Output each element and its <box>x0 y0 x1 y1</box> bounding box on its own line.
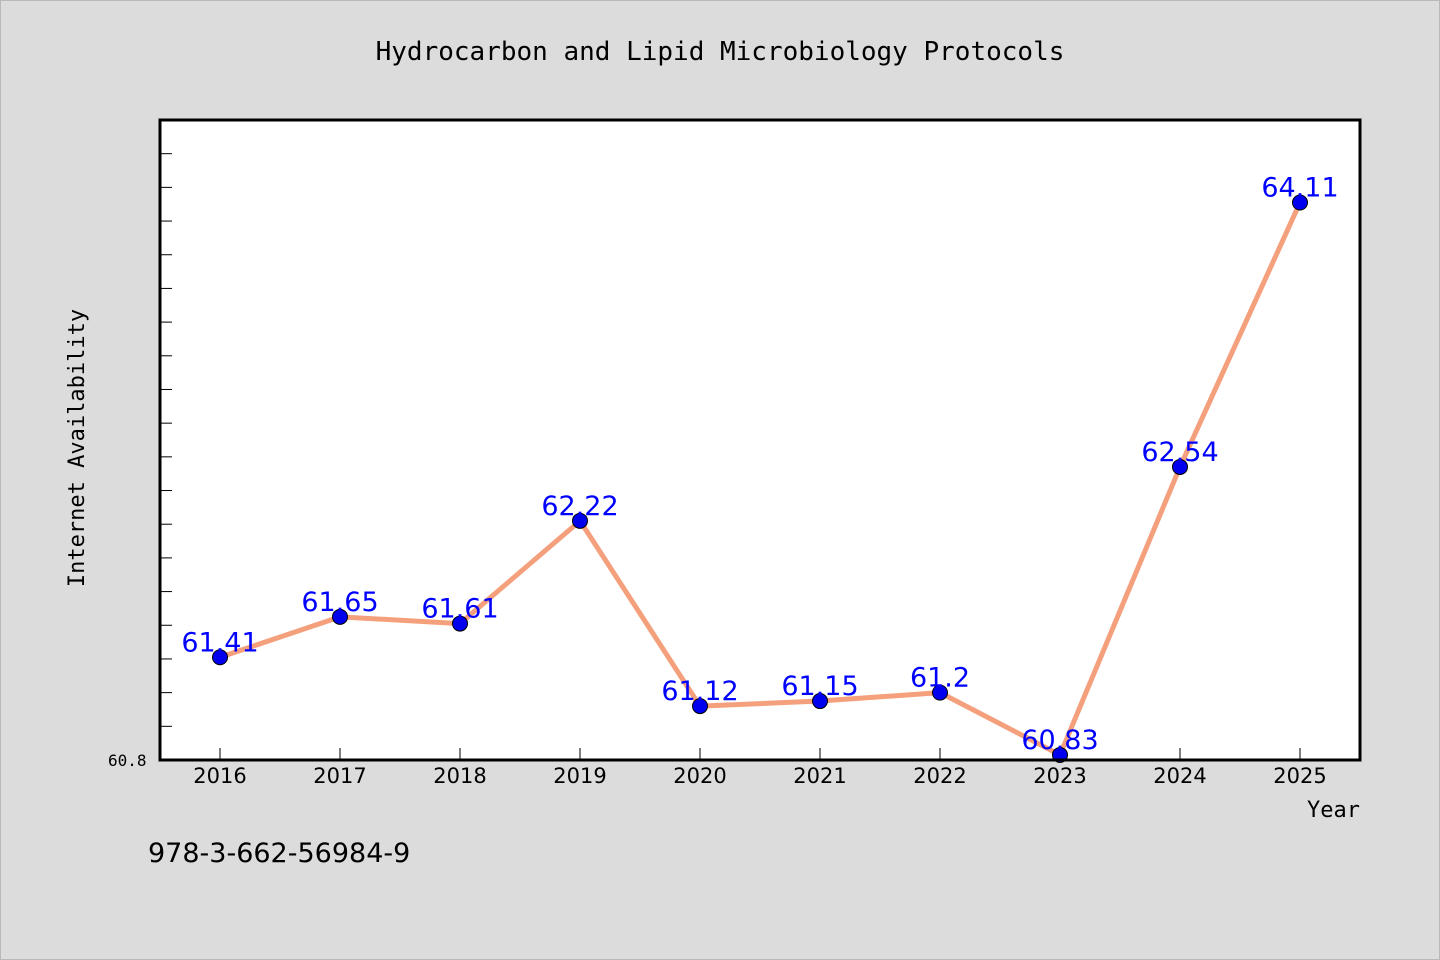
data-point <box>932 684 948 701</box>
data-point <box>452 615 468 632</box>
data-point <box>212 649 228 666</box>
data-label: 62.22 <box>541 491 618 522</box>
x-tick-label: 2016 <box>193 764 246 788</box>
x-tick-label: 2023 <box>1033 764 1086 788</box>
y-tick-label: 60.8 <box>108 751 147 770</box>
chart-title: Hydrocarbon and Lipid Microbiology Proto… <box>376 37 1065 67</box>
data-label: 62.54 <box>1141 437 1218 468</box>
data-point <box>1172 458 1188 475</box>
x-tick-label: 2019 <box>553 764 606 788</box>
x-tick-label: 2024 <box>1153 764 1206 788</box>
data-label: 61.61 <box>421 594 498 625</box>
x-tick-label: 2022 <box>913 764 966 788</box>
x-tick-label: 2021 <box>793 764 846 788</box>
x-tick-label: 2025 <box>1273 764 1326 788</box>
data-point <box>1292 194 1308 211</box>
x-tick-label: 2017 <box>313 764 366 788</box>
x-tick-label: 2020 <box>673 764 726 788</box>
data-labels: 61.41 61.65 61.61 62.22 61.12 61.15 61.2 60.83 6… <box>181 173 1338 756</box>
plot-frame <box>158 118 1362 762</box>
data-point <box>812 693 828 710</box>
data-label: 61.12 <box>661 676 738 707</box>
isbn-footer: 978-3-662-56984-9 <box>148 838 410 869</box>
data-point <box>692 698 708 715</box>
data-label: 61.65 <box>301 587 378 618</box>
plot-area <box>160 120 1360 760</box>
series-markers <box>212 194 1308 763</box>
data-label: 61.41 <box>181 627 258 658</box>
data-label: 61.15 <box>781 671 858 702</box>
x-tick-label: 2018 <box>433 764 486 788</box>
data-label: 64.11 <box>1261 173 1338 204</box>
x-tick-labels: 2016 2017 2018 2019 2020 2021 2022 2023 2024 2025 <box>193 764 1326 788</box>
x-axis-label: Year <box>1307 798 1360 823</box>
data-label: 61.2 <box>910 663 970 694</box>
data-label: 60.83 <box>1021 725 1098 756</box>
y-axis-label: Internet Availability <box>65 309 90 587</box>
data-point <box>332 608 348 625</box>
x-axis-ticks <box>219 748 1301 760</box>
series-line <box>217 200 1303 758</box>
data-point <box>572 512 588 529</box>
